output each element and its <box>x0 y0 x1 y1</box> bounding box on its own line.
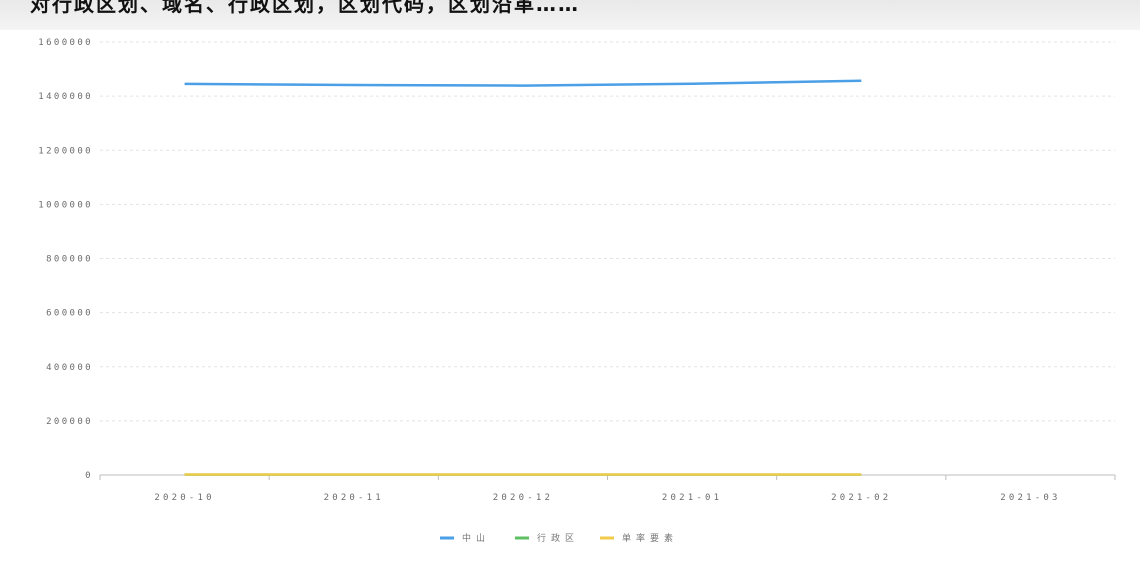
header-text: 对行政区划、域名、行政区划，区划代码，区划沿革…… <box>30 0 580 14</box>
y-tick-label: 1600000 <box>38 38 93 48</box>
series-lines <box>184 79 862 476</box>
legend: 中山 行政区 单率要素 <box>440 532 678 544</box>
legend-label: 行政区 <box>537 532 579 544</box>
legend-item[interactable]: 中山 <box>440 532 490 544</box>
y-tick-label: 1400000 <box>38 92 93 102</box>
y-tick-label: 0 <box>85 471 93 481</box>
legend-label: 中山 <box>462 532 490 544</box>
legend-item[interactable]: 行政区 <box>515 532 579 544</box>
x-tick-label: 2020-12 <box>493 493 553 503</box>
x-tick-label: 2021-02 <box>831 493 891 503</box>
y-tick-label: 200000 <box>46 417 93 427</box>
y-tick-label: 600000 <box>46 309 93 319</box>
legend-item[interactable]: 单率要素 <box>600 532 678 544</box>
series-line-1 <box>184 79 862 87</box>
x-axis: 2020-10 2020-11 2020-12 2021-01 2021-02 2021-… <box>99 474 1116 503</box>
legend-label: 单率要素 <box>622 532 678 544</box>
y-tick-label: 1200000 <box>38 146 93 156</box>
y-tick-label: 1000000 <box>38 200 93 210</box>
x-tick-label: 2020-11 <box>324 493 384 503</box>
y-axis: 0 200000 400000 600000 800000 1000000 1200000 1… <box>38 38 93 481</box>
header-band <box>0 0 1140 30</box>
x-tick-label: 2021-03 <box>1000 493 1060 503</box>
y-tick-label: 800000 <box>46 255 93 265</box>
grid-lines <box>100 41 1115 422</box>
x-tick-label: 2021-01 <box>662 493 722 503</box>
x-tick-label: 2020-10 <box>154 493 214 503</box>
y-tick-label: 400000 <box>46 363 93 373</box>
